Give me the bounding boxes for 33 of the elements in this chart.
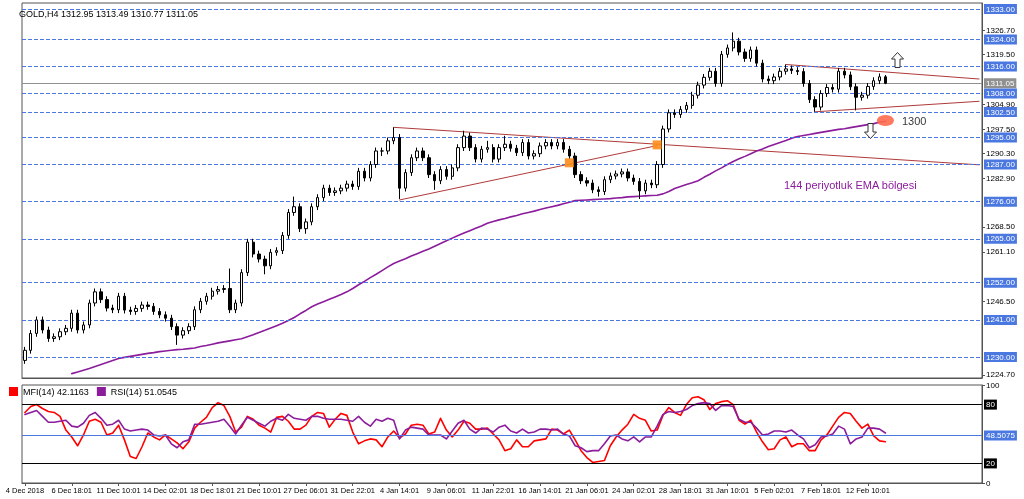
y-tick-label: 1290.30 [986,148,1016,158]
legend-label: MFI(14) 42.1163 [23,386,89,397]
legend-label: RSI(14) 51.0545 [110,386,177,397]
ref-line-label: 1241.00 [986,315,1016,325]
y-tick-label: 0 [986,478,991,488]
y-tick-label: 1246.50 [986,296,1016,306]
ref-line-label: 1276.00 [986,197,1016,207]
ref-line-label: 1295.00 [986,132,1016,142]
y-tick-label: 1304.90 [986,99,1016,109]
y-tick-label: 100 [986,380,1000,390]
ref-line-label: 1311.05 [986,78,1015,88]
ref-line-label: 1302.50 [986,107,1016,117]
ref-line-label: 1308.00 [986,89,1016,99]
ref-line-label: 1265.00 [986,234,1016,244]
y-tick-label: 1224.70 [986,370,1016,380]
ref-line-label: 1316.00 [986,62,1016,72]
ref-line-label: 1333.00 [986,4,1016,14]
y-tick-label: 1297.50 [986,124,1016,134]
y-tick-label: 1282.90 [986,173,1016,183]
ref-line-label: 20 [986,458,996,468]
ref-line-label: 80 [986,400,996,410]
data-label: 1300 [901,114,927,127]
text: 144 periyotluk EMA bölgesi [783,179,917,192]
y-tick-label: 1326.70 [986,25,1016,35]
ref-line-label: 1324.00 [986,34,1016,44]
ref-line-label: 1230.00 [986,352,1016,362]
ref-line-label: 48.5075 [986,430,1016,440]
y-tick-label: 1319.50 [986,50,1016,60]
y-tick-label: 1268.50 [986,222,1016,232]
ref-line-label: 1252.00 [986,278,1016,288]
text: GOLD,H4 1312.95 1313.49 1310.77 1311.05 [19,8,198,19]
y-tick-label: 1261.10 [986,247,1016,257]
ref-line-label: 1287.00 [986,159,1016,169]
